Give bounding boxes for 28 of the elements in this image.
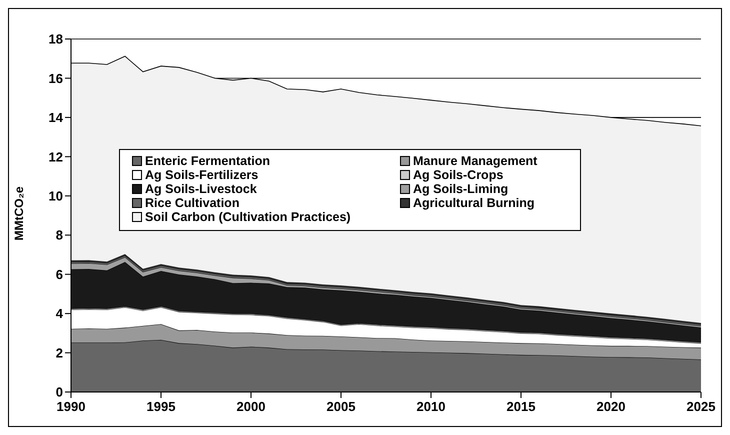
x-tick-label: 1995 (146, 399, 176, 414)
y-tick-label: 10 (48, 188, 63, 204)
y-tick-label: 8 (56, 228, 63, 243)
legend-label: Ag Soils-Crops (413, 168, 504, 182)
y-tick-label: 16 (48, 70, 63, 86)
y-tick-label: 14 (48, 110, 64, 126)
legend-label: Enteric Fermentation (145, 154, 270, 168)
x-tick-label: 2005 (326, 399, 356, 414)
x-tick-label: 2010 (416, 399, 446, 414)
legend-label: Manure Management (413, 154, 538, 168)
legend-label: Soil Carbon (Cultivation Practices) (145, 210, 351, 224)
x-tick-label: 2015 (506, 399, 536, 414)
y-tick-label: 6 (56, 266, 63, 282)
y-tick-label: 4 (56, 306, 64, 322)
x-tick-label: 2000 (236, 399, 266, 414)
y-tick-label: 18 (48, 32, 63, 47)
y-axis-title: MMtCO₂e (12, 186, 26, 240)
y-tick-label: 2 (56, 345, 63, 360)
legend-label: Ag Soils-Fertilizers (145, 168, 258, 182)
y-tick-label: 0 (56, 384, 63, 400)
x-tick-label: 2025 (686, 399, 716, 414)
legend-label: Ag Soils-Livestock (145, 182, 257, 196)
x-tick-label: 1990 (56, 399, 86, 414)
x-tick-label: 2020 (596, 399, 626, 414)
legend-label: Ag Soils-Liming (413, 182, 508, 196)
y-tick-label: 12 (48, 149, 63, 164)
legend-label: Agricultural Burning (413, 196, 535, 210)
legend-label: Rice Cultivation (145, 196, 240, 210)
